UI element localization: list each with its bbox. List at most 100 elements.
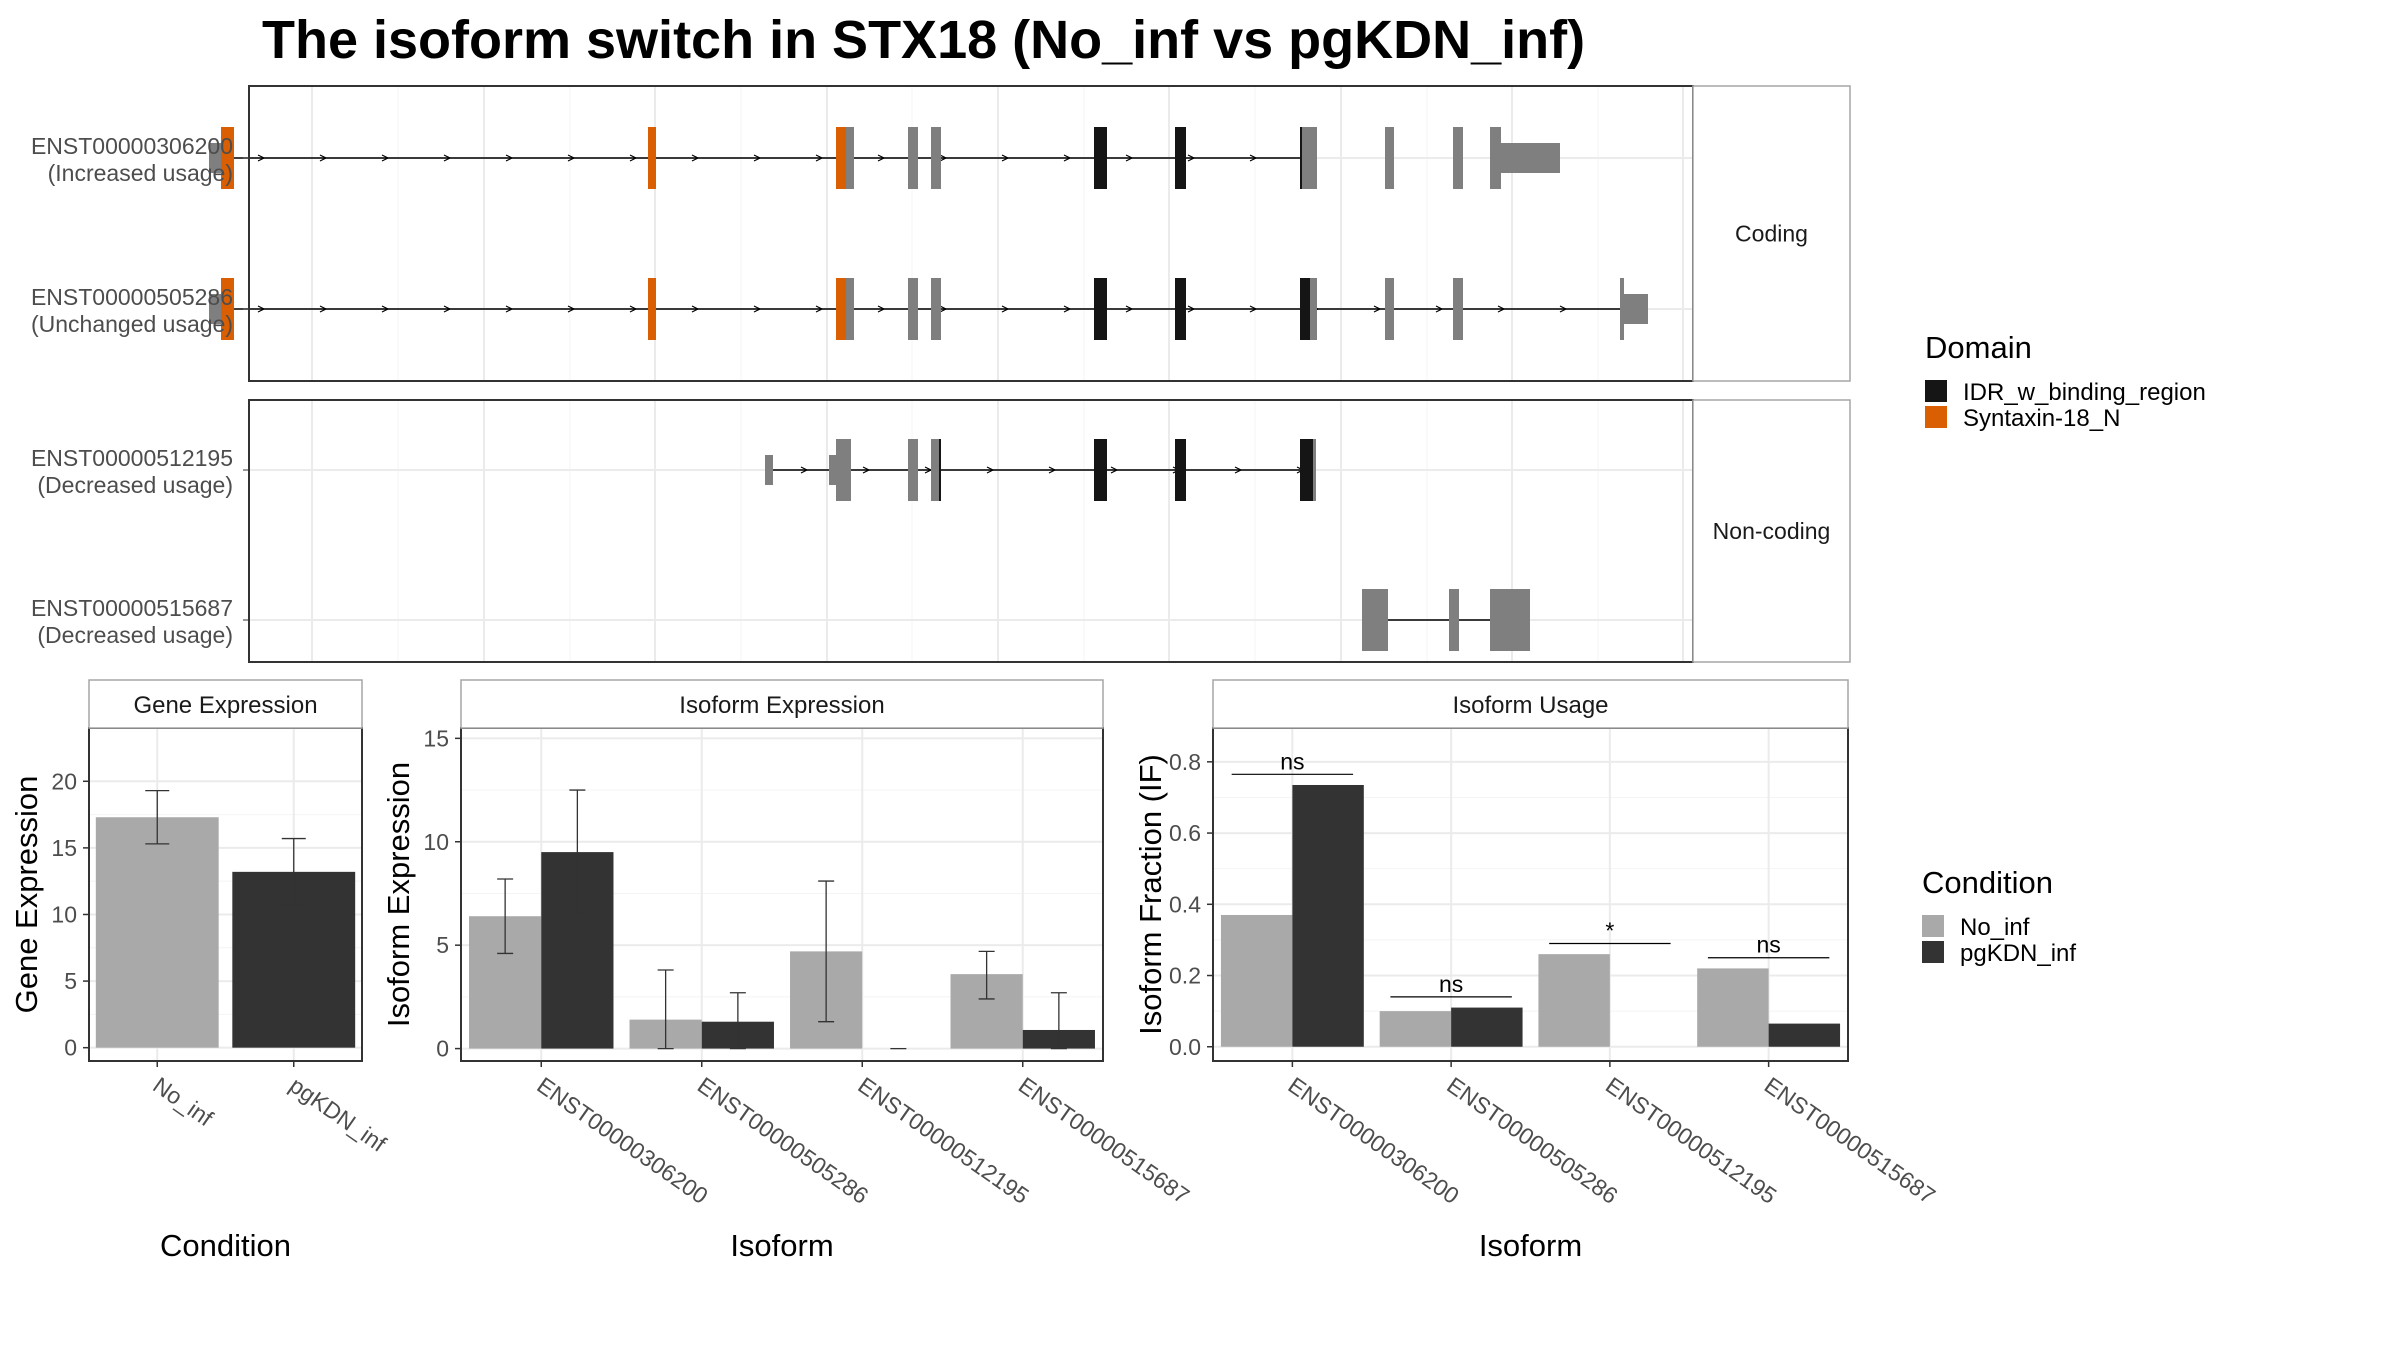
exon-block-syntaxin-18_n (648, 127, 656, 189)
exon-block-idr_w_binding_region (1175, 278, 1186, 340)
y-tick-label: 10 (423, 829, 449, 855)
x-tick-label: ENST00000512195 (1601, 1072, 1781, 1209)
y-tick-label: 15 (51, 835, 77, 861)
y-tick-label: 5 (64, 968, 77, 994)
x-axis-title: Condition (160, 1228, 291, 1263)
direction-arrow (1373, 305, 1382, 313)
x-tick-label: ENST00000306200 (1284, 1072, 1464, 1209)
bar-pgkdn-inf (1292, 784, 1364, 1047)
transcript-usage-label: (Unchanged usage) (31, 311, 233, 337)
exon-block-utr (1490, 589, 1530, 651)
direction-arrow (815, 154, 824, 162)
direction-arrow (862, 466, 871, 474)
y-tick-label: 0 (64, 1035, 77, 1061)
transcript-structure-plot: ENST00000306200(Increased usage) ENST0000… (31, 85, 1851, 663)
facet-strip-label: Gene Expression (133, 692, 317, 719)
bar-no-inf (1538, 954, 1610, 1047)
error-bar (657, 969, 674, 1050)
error-bar (145, 789, 170, 845)
group-strip-label: Coding (1735, 221, 1808, 247)
direction-arrow (1125, 305, 1134, 313)
exon-block-utr (829, 455, 836, 485)
x-tick-label: ENST00000505286 (693, 1072, 873, 1209)
exon-block-utr (209, 143, 221, 173)
exon-block-utr (1385, 278, 1394, 340)
exon-block-utr (908, 439, 918, 501)
direction-arrow (1249, 154, 1258, 162)
exon-block-utr (1385, 127, 1394, 189)
y-tick-label: 5 (436, 932, 449, 958)
direction-arrow (1001, 154, 1010, 162)
exon-block-utr (846, 278, 854, 340)
exon-block-utr (1453, 127, 1463, 189)
error-bar (1050, 992, 1067, 1050)
direction-arrow (319, 305, 328, 313)
direction-arrow (1048, 466, 1057, 474)
figure-title: The isoform switch in STX18 (No_inf vs p… (262, 10, 1585, 70)
direction-arrow (1187, 305, 1196, 313)
exon-block-idr_w_binding_region (1300, 278, 1310, 340)
error-bar (497, 878, 514, 955)
bar-pgkdn-inf (1451, 1007, 1523, 1047)
transcript-id-label: ENST00000505286 (31, 284, 233, 310)
x-tick-label: pgKDN_inf (285, 1072, 392, 1157)
legend-swatch (1922, 941, 1944, 963)
y-tick-label: 0.2 (1169, 963, 1201, 989)
direction-arrow (629, 305, 638, 313)
y-tick-label: 20 (51, 768, 77, 794)
significance-label: ns (1280, 748, 1304, 774)
direction-arrow (567, 305, 576, 313)
legend-label: IDR_w_binding_region (1963, 379, 2206, 406)
x-axis-title: Isoform (1479, 1228, 1582, 1263)
exon-block-utr (1490, 127, 1501, 189)
direction-arrow (443, 305, 452, 313)
exon-block-idr_w_binding_region (1300, 439, 1313, 501)
legend-label: pgKDN_inf (1960, 940, 2076, 967)
bar-pgkdn-inf (1768, 1023, 1841, 1047)
x-tick-label: ENST00000515687 (1760, 1072, 1940, 1209)
x-tick-label: No_inf (148, 1072, 218, 1132)
direction-arrow (1063, 305, 1072, 313)
error-bar (729, 992, 746, 1050)
direction-arrow (381, 154, 390, 162)
facet-strip-label: Isoform Usage (1452, 692, 1608, 719)
direction-arrow (381, 305, 390, 313)
legend-label: No_inf (1960, 914, 2030, 941)
facet-strip (1212, 679, 1849, 729)
y-tick-label: 0 (436, 1036, 449, 1062)
exon-block-utr (1302, 127, 1317, 189)
y-tick-label: 0.4 (1169, 891, 1201, 917)
direction-arrow (877, 305, 886, 313)
structure-panel-bg (249, 86, 1693, 381)
exon-block-utr (908, 278, 918, 340)
x-axis-title: Isoform (730, 1228, 833, 1263)
exon-block-syntaxin-18_n (221, 127, 234, 189)
error-bar (818, 880, 835, 1023)
structure-panel-bg (249, 400, 1693, 662)
exon-block-utr (209, 294, 221, 324)
significance-label: ns (1756, 932, 1780, 958)
direction-arrow (1234, 466, 1243, 474)
direction-arrow (1559, 305, 1568, 313)
exon-block-utr (908, 127, 918, 189)
exon-block-syntaxin-18_n (836, 127, 846, 189)
direction-arrow (1110, 466, 1119, 474)
direction-arrow (1249, 305, 1258, 313)
direction-arrow (691, 154, 700, 162)
x-tick-label: ENST00000505286 (1442, 1072, 1622, 1209)
y-tick-label: 15 (423, 725, 449, 751)
x-tick-label: ENST00000515687 (1014, 1072, 1194, 1209)
transcript-id-label: ENST00000512195 (31, 445, 233, 471)
bar-charts: 0 5 10 15 20 Gene Expression No_inf pgKDN_inf Co… (9, 679, 1940, 1263)
error-bar (281, 837, 306, 906)
transcript-usage-label: (Increased usage) (48, 160, 233, 186)
exon-block-utr (1501, 143, 1560, 173)
direction-arrow (753, 305, 762, 313)
exon-block-idr_w_binding_region (1094, 439, 1107, 501)
exon-block-idr_w_binding_region (1175, 439, 1186, 501)
direction-arrow (1001, 305, 1010, 313)
y-tick-label: 10 (51, 901, 77, 927)
significance-label: ns (1439, 971, 1463, 997)
error-bar (978, 950, 995, 1000)
